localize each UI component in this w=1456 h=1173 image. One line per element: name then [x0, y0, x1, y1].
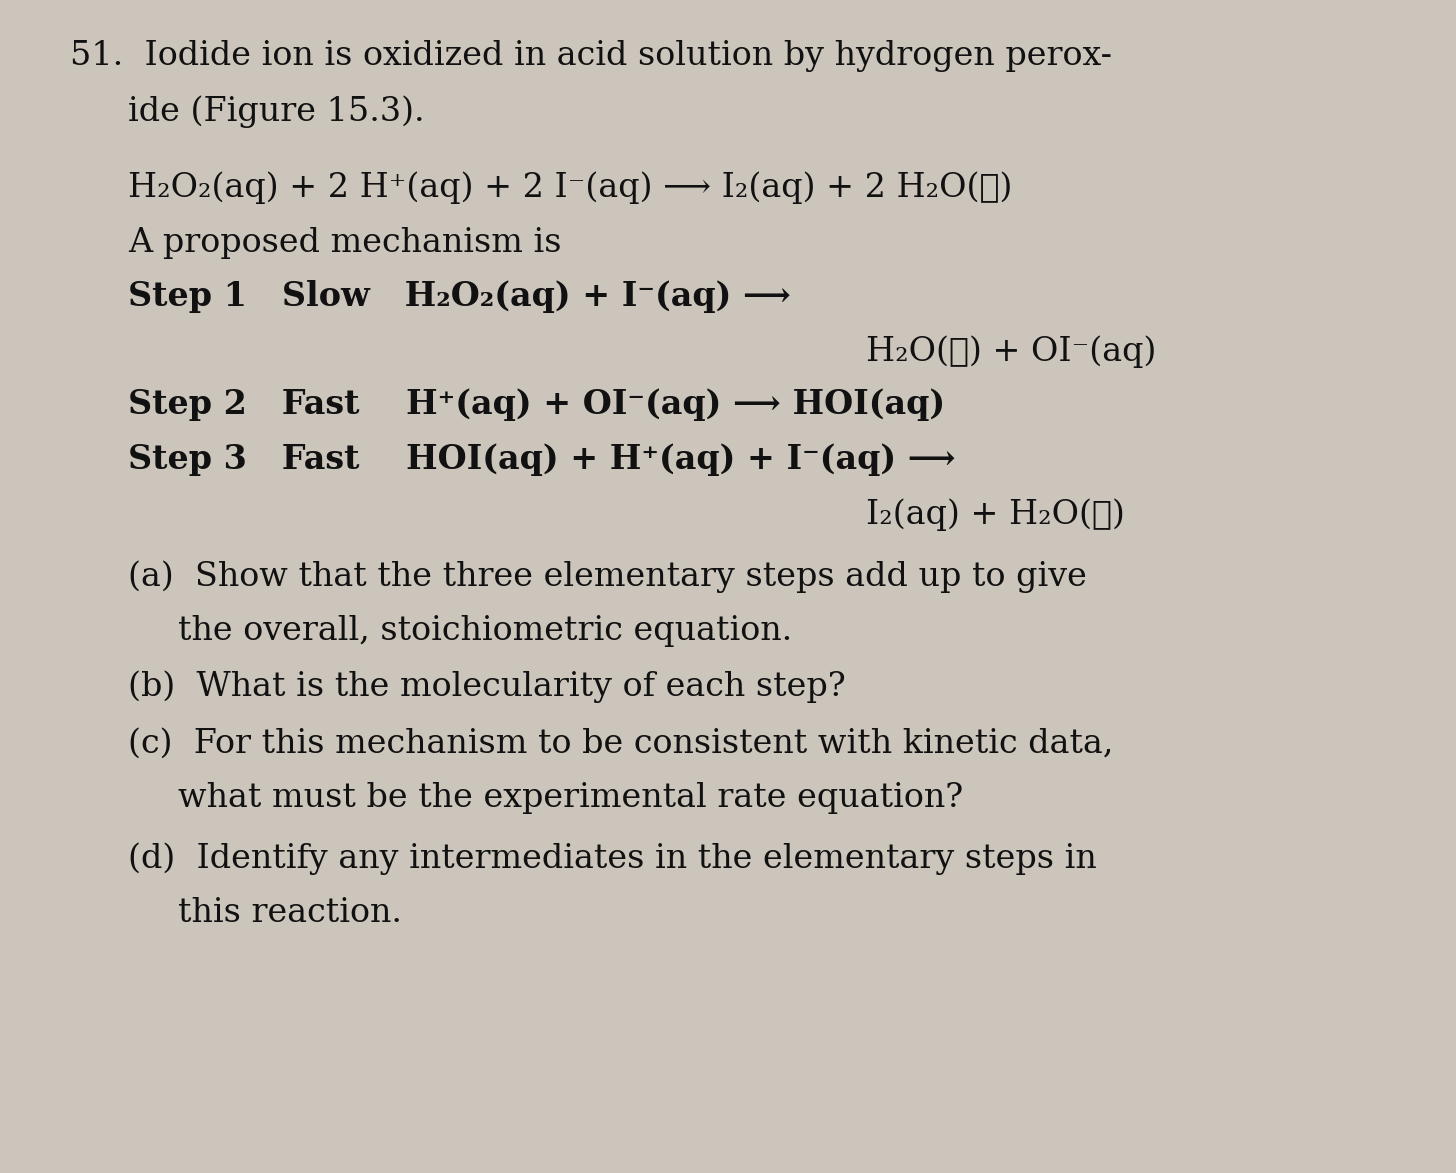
Text: ide (Figure 15.3).: ide (Figure 15.3). [128, 95, 425, 128]
Text: (d)  Identify any intermediates in the elementary steps in: (d) Identify any intermediates in the el… [128, 842, 1096, 875]
Text: 51.  Iodide ion is oxidized in acid solution by hydrogen perox-: 51. Iodide ion is oxidized in acid solut… [70, 40, 1112, 73]
Text: what must be the experimental rate equation?: what must be the experimental rate equat… [178, 781, 962, 814]
Text: Step 1   Slow   H₂O₂(aq) + I⁻(aq) ⟶: Step 1 Slow H₂O₂(aq) + I⁻(aq) ⟶ [128, 280, 791, 313]
Text: this reaction.: this reaction. [178, 896, 402, 929]
Text: Step 3   Fast    HOI(aq) + H⁺(aq) + I⁻(aq) ⟶: Step 3 Fast HOI(aq) + H⁺(aq) + I⁻(aq) ⟶ [128, 443, 955, 476]
Text: I₂(aq) + H₂O(ℓ): I₂(aq) + H₂O(ℓ) [866, 499, 1125, 531]
Text: (c)  For this mechanism to be consistent with kinetic data,: (c) For this mechanism to be consistent … [128, 727, 1114, 760]
Text: H₂O₂(aq) + 2 H⁺(aq) + 2 I⁻(aq) ⟶ I₂(aq) + 2 H₂O(ℓ): H₂O₂(aq) + 2 H⁺(aq) + 2 I⁻(aq) ⟶ I₂(aq) … [128, 171, 1012, 204]
Text: the overall, stoichiometric equation.: the overall, stoichiometric equation. [178, 615, 792, 647]
Text: Step 2   Fast    H⁺(aq) + OI⁻(aq) ⟶ HOI(aq): Step 2 Fast H⁺(aq) + OI⁻(aq) ⟶ HOI(aq) [128, 388, 945, 421]
Text: A proposed mechanism is: A proposed mechanism is [128, 226, 562, 259]
Text: H₂O(ℓ) + OI⁻(aq): H₂O(ℓ) + OI⁻(aq) [866, 335, 1156, 368]
Text: (a)  Show that the three elementary steps add up to give: (a) Show that the three elementary steps… [128, 561, 1088, 594]
Text: (b)  What is the molecularity of each step?: (b) What is the molecularity of each ste… [128, 670, 846, 703]
